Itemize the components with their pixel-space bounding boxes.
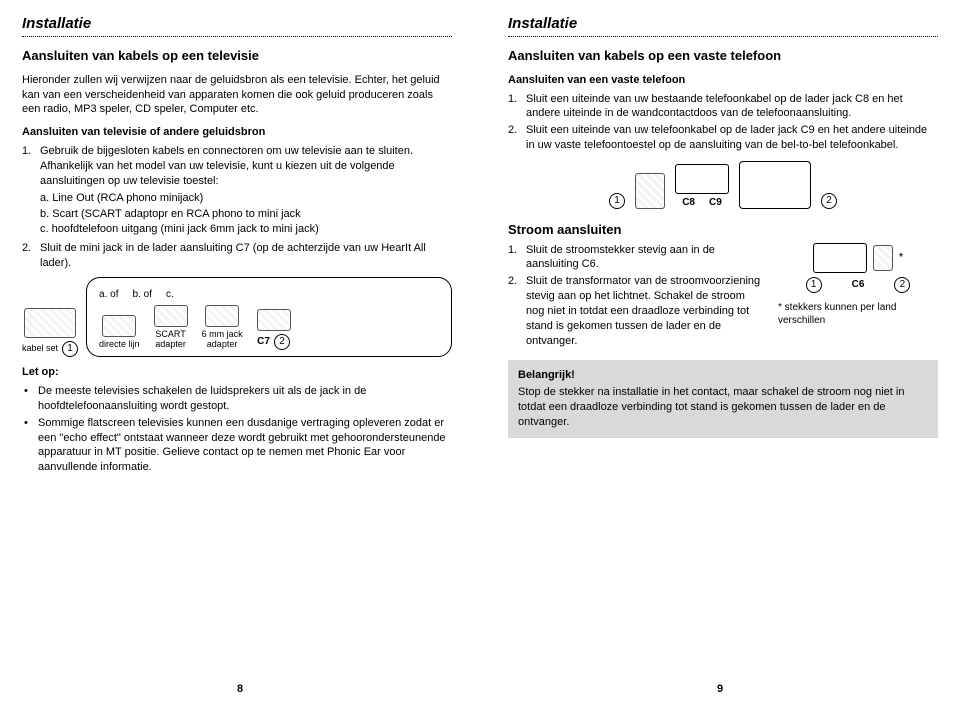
right-title: Aansluiten van kabels op een vaste telef… — [508, 47, 938, 65]
c9-label: C9 — [709, 196, 722, 210]
step-num: 1. — [508, 243, 526, 273]
scart-icon — [154, 305, 188, 327]
power-diagram: * 1 C6 2 * stekkers kunnen per land vers… — [778, 243, 938, 351]
step-text: Gebruik de bijgesloten kabels en connect… — [40, 144, 452, 189]
abc-b: b. of — [133, 288, 152, 302]
important-title: Belangrijk! — [518, 368, 928, 383]
sub-a: a. Line Out (RCA phono minijack) — [40, 191, 452, 206]
page-left: Installatie Aansluiten van kabels op een… — [0, 0, 480, 703]
star: * — [899, 249, 904, 265]
kabel-label: kabel set — [22, 344, 58, 354]
circle-2p: 2 — [894, 277, 910, 293]
important-box: Belangrijk! Stop de stekker na installat… — [508, 360, 938, 437]
abc-a: a. of — [99, 288, 118, 302]
dl-label: directe lijn — [99, 340, 140, 350]
abc-row: a. of b. of c. — [99, 288, 439, 302]
plug-icon — [873, 245, 893, 271]
c6-label: C6 — [852, 278, 865, 292]
step-num: 1. — [508, 92, 526, 122]
charger-device-icon — [675, 164, 729, 194]
left-title: Aansluiten van kabels op een televisie — [22, 47, 452, 65]
star-note: * stekkers kunnen per land verschillen — [778, 301, 938, 328]
sub-options: a. Line Out (RCA phono minijack) b. Scar… — [22, 191, 452, 238]
right-heading1: Aansluiten van een vaste telefoon — [508, 73, 938, 88]
important-text: Stop de stekker na installatie in het co… — [518, 385, 928, 430]
page-right: Installatie Aansluiten van kabels op een… — [480, 0, 960, 703]
c7-label: C7 — [257, 335, 270, 349]
kabelset-col: kabel set 1 — [22, 308, 78, 357]
sub-c: c. hoofdtelefoon uitgang (mini jack 6mm … — [40, 222, 452, 237]
c8-label: C8 — [682, 196, 695, 210]
charger-rear-icon — [813, 243, 867, 273]
left-heading1: Aansluiten van televisie of andere gelui… — [22, 125, 452, 140]
page-number-right: 9 — [717, 682, 723, 697]
circle-1p: 1 — [806, 277, 822, 293]
page-number-left: 8 — [237, 682, 243, 697]
step-num: 2. — [508, 123, 526, 153]
telephone-icon — [739, 161, 811, 209]
stroom-title: Stroom aansluiten — [508, 221, 938, 239]
step-num: 1. — [22, 144, 40, 189]
circle-1: 1 — [62, 341, 78, 357]
direct-line-icon — [102, 315, 136, 337]
power-row: 1. Sluit de stroomstekker stevig aan in … — [508, 243, 938, 351]
device-rear-icon — [257, 309, 291, 331]
phone-diagram: 1 C8 C9 2 — [508, 161, 938, 209]
step-text: Sluit een uiteinde van uw telefoonkabel … — [526, 123, 938, 153]
circle-2r: 2 — [821, 193, 837, 209]
circle-2: 2 — [274, 334, 290, 350]
left-diagram: kabel set 1 a. of b. of c. directe lijn — [22, 277, 452, 357]
circle-1r: 1 — [609, 193, 625, 209]
left-steps: 1. Gebruik de bijgesloten kabels en conn… — [22, 144, 452, 189]
six-label: 6 mm jack adapter — [202, 330, 243, 350]
left-step2: 2. Sluit de mini jack in de lader aanslu… — [22, 241, 452, 271]
cables-icon — [24, 308, 76, 338]
right-steps: 1. Sluit een uiteinde van uw bestaande t… — [508, 92, 938, 153]
section-title-left: Installatie — [22, 14, 452, 34]
left-intro: Hieronder zullen wij verwijzen naar de g… — [22, 73, 452, 118]
bullet1: De meeste televisies schakelen de luidsp… — [38, 384, 452, 414]
step-num: 2. — [22, 241, 40, 271]
scart-label: SCART adapter — [155, 330, 186, 350]
section-title-right: Installatie — [508, 14, 938, 34]
divider — [22, 36, 452, 37]
step-text: Sluit de stroomstekker stevig aan in de … — [526, 243, 766, 273]
wall-socket-icon — [635, 173, 665, 209]
abc-c: c. — [166, 288, 174, 302]
letop-heading: Let op: — [22, 365, 452, 380]
step-num: 2. — [508, 274, 526, 348]
power-steps: 1. Sluit de stroomstekker stevig aan in … — [508, 243, 766, 349]
step-text: Sluit de mini jack in de lader aansluiti… — [40, 241, 452, 271]
step-text: Sluit de transformator van de stroomvoor… — [526, 274, 766, 348]
bullet2: Sommige flatscreen televisies kunnen een… — [38, 416, 452, 475]
adapter-box: a. of b. of c. directe lijn SCART adapte… — [86, 277, 452, 357]
step-text: Sluit een uiteinde van uw bestaande tele… — [526, 92, 938, 122]
sub-b: b. Scart (SCART adaptopr en RCA phono to… — [40, 207, 452, 222]
divider — [508, 36, 938, 37]
letop-bullets: De meeste televisies schakelen de luidsp… — [22, 384, 452, 475]
jack-icon — [205, 305, 239, 327]
